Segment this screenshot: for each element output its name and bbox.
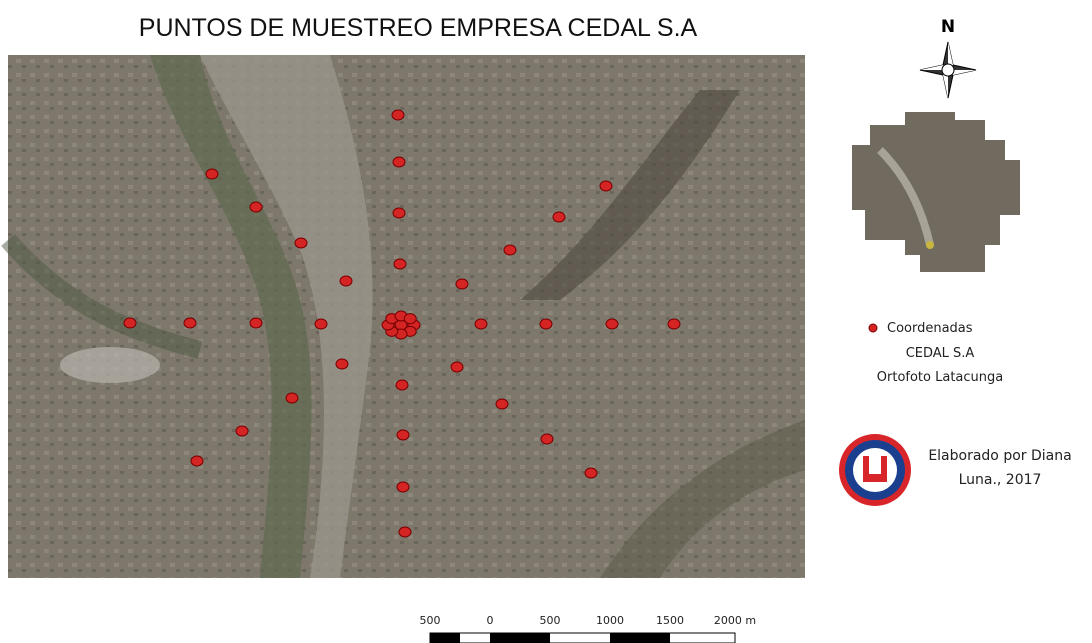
scale-label: 1500 xyxy=(656,614,684,627)
credit-line: Elaborado por Diana xyxy=(928,448,1071,464)
scale-label: 2000 m xyxy=(714,614,756,627)
legend-line: Ortofoto Latacunga xyxy=(877,370,1003,385)
sample-point xyxy=(397,430,409,440)
sample-point xyxy=(456,279,468,289)
sample-point xyxy=(553,212,565,222)
sample-point xyxy=(250,318,262,328)
map-title: PUNTOS DE MUESTREO EMPRESA CEDAL S.A xyxy=(139,14,698,42)
sample-point xyxy=(315,319,327,329)
sample-point xyxy=(475,319,487,329)
scale-bar xyxy=(430,633,735,643)
sample-point xyxy=(540,319,552,329)
sample-point xyxy=(541,434,553,444)
sample-point xyxy=(392,110,404,120)
sample-point xyxy=(191,456,203,466)
map-layout: PUNTOS DE MUESTREO EMPRESA CEDAL S.A N C… xyxy=(0,0,1092,643)
sample-point xyxy=(184,318,196,328)
scale-label: 500 xyxy=(540,614,561,627)
inset-map xyxy=(852,112,1020,272)
page: PUNTOS DE MUESTREO EMPRESA CEDAL S.A N C… xyxy=(0,0,1092,643)
legend-line: CEDAL S.A xyxy=(906,346,975,361)
sample-point xyxy=(451,362,463,372)
sample-point xyxy=(206,169,218,179)
sample-point xyxy=(124,318,136,328)
north-label: N xyxy=(941,17,955,37)
scale-label: 0 xyxy=(487,614,494,627)
sample-point xyxy=(504,245,516,255)
university-logo xyxy=(839,434,911,506)
scale-label: 500 xyxy=(420,614,441,627)
credit-line: Luna., 2017 xyxy=(959,472,1042,488)
sample-point xyxy=(404,314,416,324)
sample-point xyxy=(286,393,298,403)
sample-point xyxy=(295,238,307,248)
sample-point xyxy=(236,426,248,436)
sample-point xyxy=(396,380,408,390)
sample-point xyxy=(393,208,405,218)
sample-point xyxy=(397,482,409,492)
sample-point xyxy=(585,468,597,478)
sample-point xyxy=(340,276,352,286)
sample-point xyxy=(606,319,618,329)
sample-point xyxy=(668,319,680,329)
compass-rose xyxy=(920,42,976,98)
sample-point xyxy=(336,359,348,369)
scale-labels: 500 0 500 1000 1500 2000 m xyxy=(420,614,757,627)
scale-label: 1000 xyxy=(596,614,624,627)
sample-point xyxy=(250,202,262,212)
sample-point xyxy=(496,399,508,409)
sample-point xyxy=(600,181,612,191)
sample-point xyxy=(393,157,405,167)
sample-point xyxy=(399,527,411,537)
legend-symbol xyxy=(869,324,877,332)
legend-item: Coordenadas xyxy=(887,321,973,336)
sample-point xyxy=(394,259,406,269)
